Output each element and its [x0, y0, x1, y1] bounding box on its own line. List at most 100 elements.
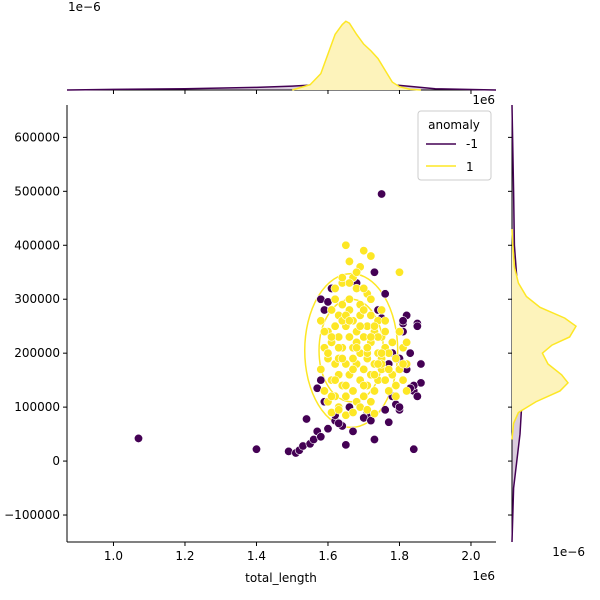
normal-point [348, 354, 358, 364]
x-offset-label: 1e6 [472, 569, 495, 583]
right-marginal-fill-1 [512, 229, 576, 440]
normal-point [359, 391, 369, 401]
normal-point [366, 294, 376, 304]
right-marginal-kde [508, 104, 577, 543]
normal-point [394, 327, 404, 337]
anomaly-point [134, 433, 144, 443]
normal-point [398, 359, 408, 369]
anomaly-point [316, 432, 326, 442]
x-tick-label: 1.0 [104, 549, 123, 563]
x-tick-label: 2.0 [461, 549, 480, 563]
normal-point [344, 294, 354, 304]
normal-point [369, 321, 379, 331]
top-marginal-x-offset-label: 1e6 [472, 93, 495, 107]
normal-point [402, 386, 412, 396]
normal-point [380, 316, 390, 326]
normal-point [341, 381, 351, 391]
anomaly-point [409, 444, 419, 454]
legend: anomaly -1 1 [417, 110, 492, 181]
normal-point [366, 310, 376, 320]
normal-point [366, 397, 376, 407]
anomaly-point [302, 414, 312, 424]
normal-point [380, 375, 390, 385]
normal-point [344, 278, 354, 288]
normal-point [348, 364, 358, 374]
anomaly-point [334, 418, 344, 428]
normal-point [391, 354, 401, 364]
normal-point [369, 370, 379, 380]
anomaly-point [348, 426, 358, 436]
x-tick-label: 1.6 [318, 549, 337, 563]
normal-point [355, 321, 365, 331]
normal-point [323, 348, 333, 358]
y-tick-label: 100000 [14, 400, 60, 414]
main-axes: 1.0 1.2 1.4 1.6 1.8 2.0 −100000 0 100000 200000 30… [4, 105, 496, 563]
normal-point [327, 305, 337, 315]
normal-point [337, 354, 347, 364]
normal-point [341, 240, 351, 250]
normal-point [359, 283, 369, 293]
anomaly-point [416, 359, 426, 369]
y-tick-label: 500000 [14, 184, 60, 198]
normal-point [348, 386, 358, 396]
x-tick-label: 1.2 [175, 549, 194, 563]
normal-point [366, 251, 376, 261]
anomaly-point [341, 440, 351, 450]
anomaly-point [323, 424, 333, 434]
normal-point [316, 364, 326, 374]
normal-point [330, 294, 340, 304]
normal-point [319, 386, 329, 396]
x-axis-label: total_length [245, 571, 317, 585]
normal-point [330, 283, 340, 293]
normal-point [402, 337, 412, 347]
anomaly-point [366, 416, 376, 426]
anomaly-point [398, 316, 408, 326]
top-marginal-kde [66, 20, 497, 94]
normal-point [330, 321, 340, 331]
right-marginal-line-1 [511, 229, 577, 440]
y-tick-label: 300000 [14, 292, 60, 306]
normal-point [337, 273, 347, 283]
legend-title: anomaly [428, 118, 480, 132]
normal-point [359, 364, 369, 374]
normal-point [369, 409, 379, 419]
anomaly-point [377, 189, 387, 199]
anomaly-point [384, 417, 394, 427]
top-marginal-fill-1 [292, 21, 421, 90]
normal-point [369, 386, 379, 396]
anomaly-point [251, 444, 261, 454]
top-marginal-line-1 [292, 20, 421, 91]
normal-point [344, 256, 354, 266]
normal-points [316, 240, 412, 420]
normal-point [394, 267, 404, 277]
x-tick-label: 1.8 [390, 549, 409, 563]
normal-point [334, 405, 344, 415]
normal-point [366, 332, 376, 342]
anomaly-point [412, 321, 422, 331]
normal-point [334, 343, 344, 353]
normal-point [352, 343, 362, 353]
normal-point [362, 343, 372, 353]
y-tick-label: 200000 [14, 346, 60, 360]
y-tick-label: 400000 [14, 238, 60, 252]
normal-point [330, 375, 340, 385]
normal-point [352, 267, 362, 277]
normal-point [316, 316, 326, 326]
x-tick-label: 1.4 [247, 549, 266, 563]
anomaly-point [394, 402, 404, 412]
anomaly-point [380, 289, 390, 299]
anomaly-point [412, 391, 422, 401]
legend-label-anomaly: -1 [466, 137, 478, 151]
normal-point [344, 332, 354, 342]
normal-point [398, 375, 408, 385]
normal-point [359, 305, 369, 315]
normal-point [377, 305, 387, 315]
normal-point [319, 327, 329, 337]
anomaly-point [316, 375, 326, 385]
normal-point [327, 391, 337, 401]
normal-point [391, 381, 401, 391]
normal-point [337, 300, 347, 310]
anomaly-point [369, 434, 379, 444]
normal-point [362, 405, 372, 415]
